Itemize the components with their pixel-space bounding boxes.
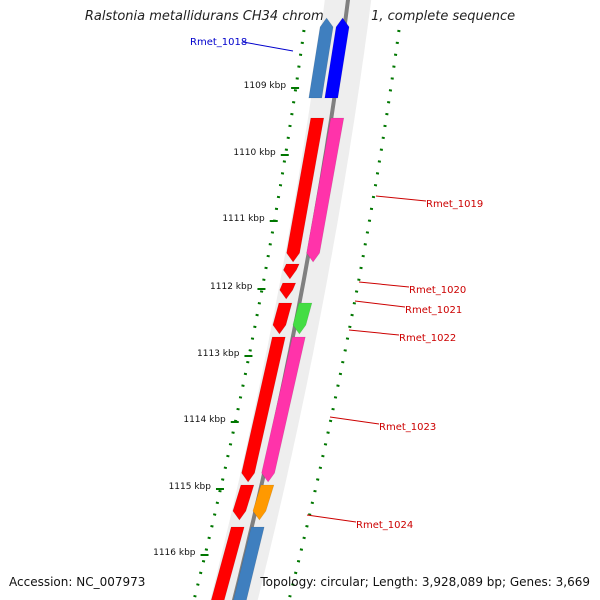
tick-label: 1115 kbp	[169, 482, 212, 492]
topology-summary: Topology: circular; Length: 3,928,089 bp…	[260, 575, 590, 589]
gene-bar	[324, 17, 350, 99]
gene-bar	[272, 302, 293, 335]
gene-label: Rmet_1019	[426, 199, 483, 210]
gene-bar	[279, 282, 297, 300]
tick-label: 1112 kbp	[210, 282, 253, 292]
gene-label-leader	[375, 195, 427, 202]
cds-bar	[308, 17, 334, 99]
tick-label: 1113 kbp	[197, 349, 240, 359]
tick-label: 1116 kbp	[153, 548, 196, 558]
gene-label-leader	[348, 329, 400, 336]
tick-label: 1114 kbp	[183, 415, 226, 425]
gene-label: Rmet_1023	[379, 422, 436, 433]
gene-label: Rmet_1018	[190, 37, 247, 48]
tick-track-outer	[287, 29, 401, 600]
gene-bar	[232, 484, 255, 521]
gene-label: Rmet_1024	[356, 520, 413, 531]
gene-bar	[241, 336, 286, 483]
cds-bar	[292, 302, 313, 335]
accession-text: Accession: NC_007973	[9, 575, 146, 589]
gene-label-leader	[354, 300, 406, 308]
map-title: Ralstonia metallidurans CH34 chromosome …	[84, 9, 516, 24]
cds-bar	[233, 526, 265, 600]
tick-label: 1110 kbp	[233, 148, 276, 158]
gene-label-leader	[242, 41, 294, 52]
gene-bar	[286, 117, 325, 263]
tick-track-inner	[192, 29, 306, 600]
cds-bar	[252, 484, 275, 521]
gene-label-leader	[358, 281, 410, 288]
gene-bar	[283, 263, 300, 280]
gene-label: Rmet_1021	[405, 305, 462, 316]
gene-label: Rmet_1020	[409, 285, 466, 296]
cds-bar	[306, 117, 345, 263]
cds-bar	[261, 336, 306, 483]
gene-label: Rmet_1022	[399, 333, 456, 344]
tick-label: 1111 kbp	[222, 214, 265, 224]
gene-bar	[210, 526, 245, 600]
gene-label-leader	[306, 514, 357, 523]
tick-label: 1109 kbp	[244, 81, 287, 91]
gene-label-leader	[329, 416, 380, 425]
